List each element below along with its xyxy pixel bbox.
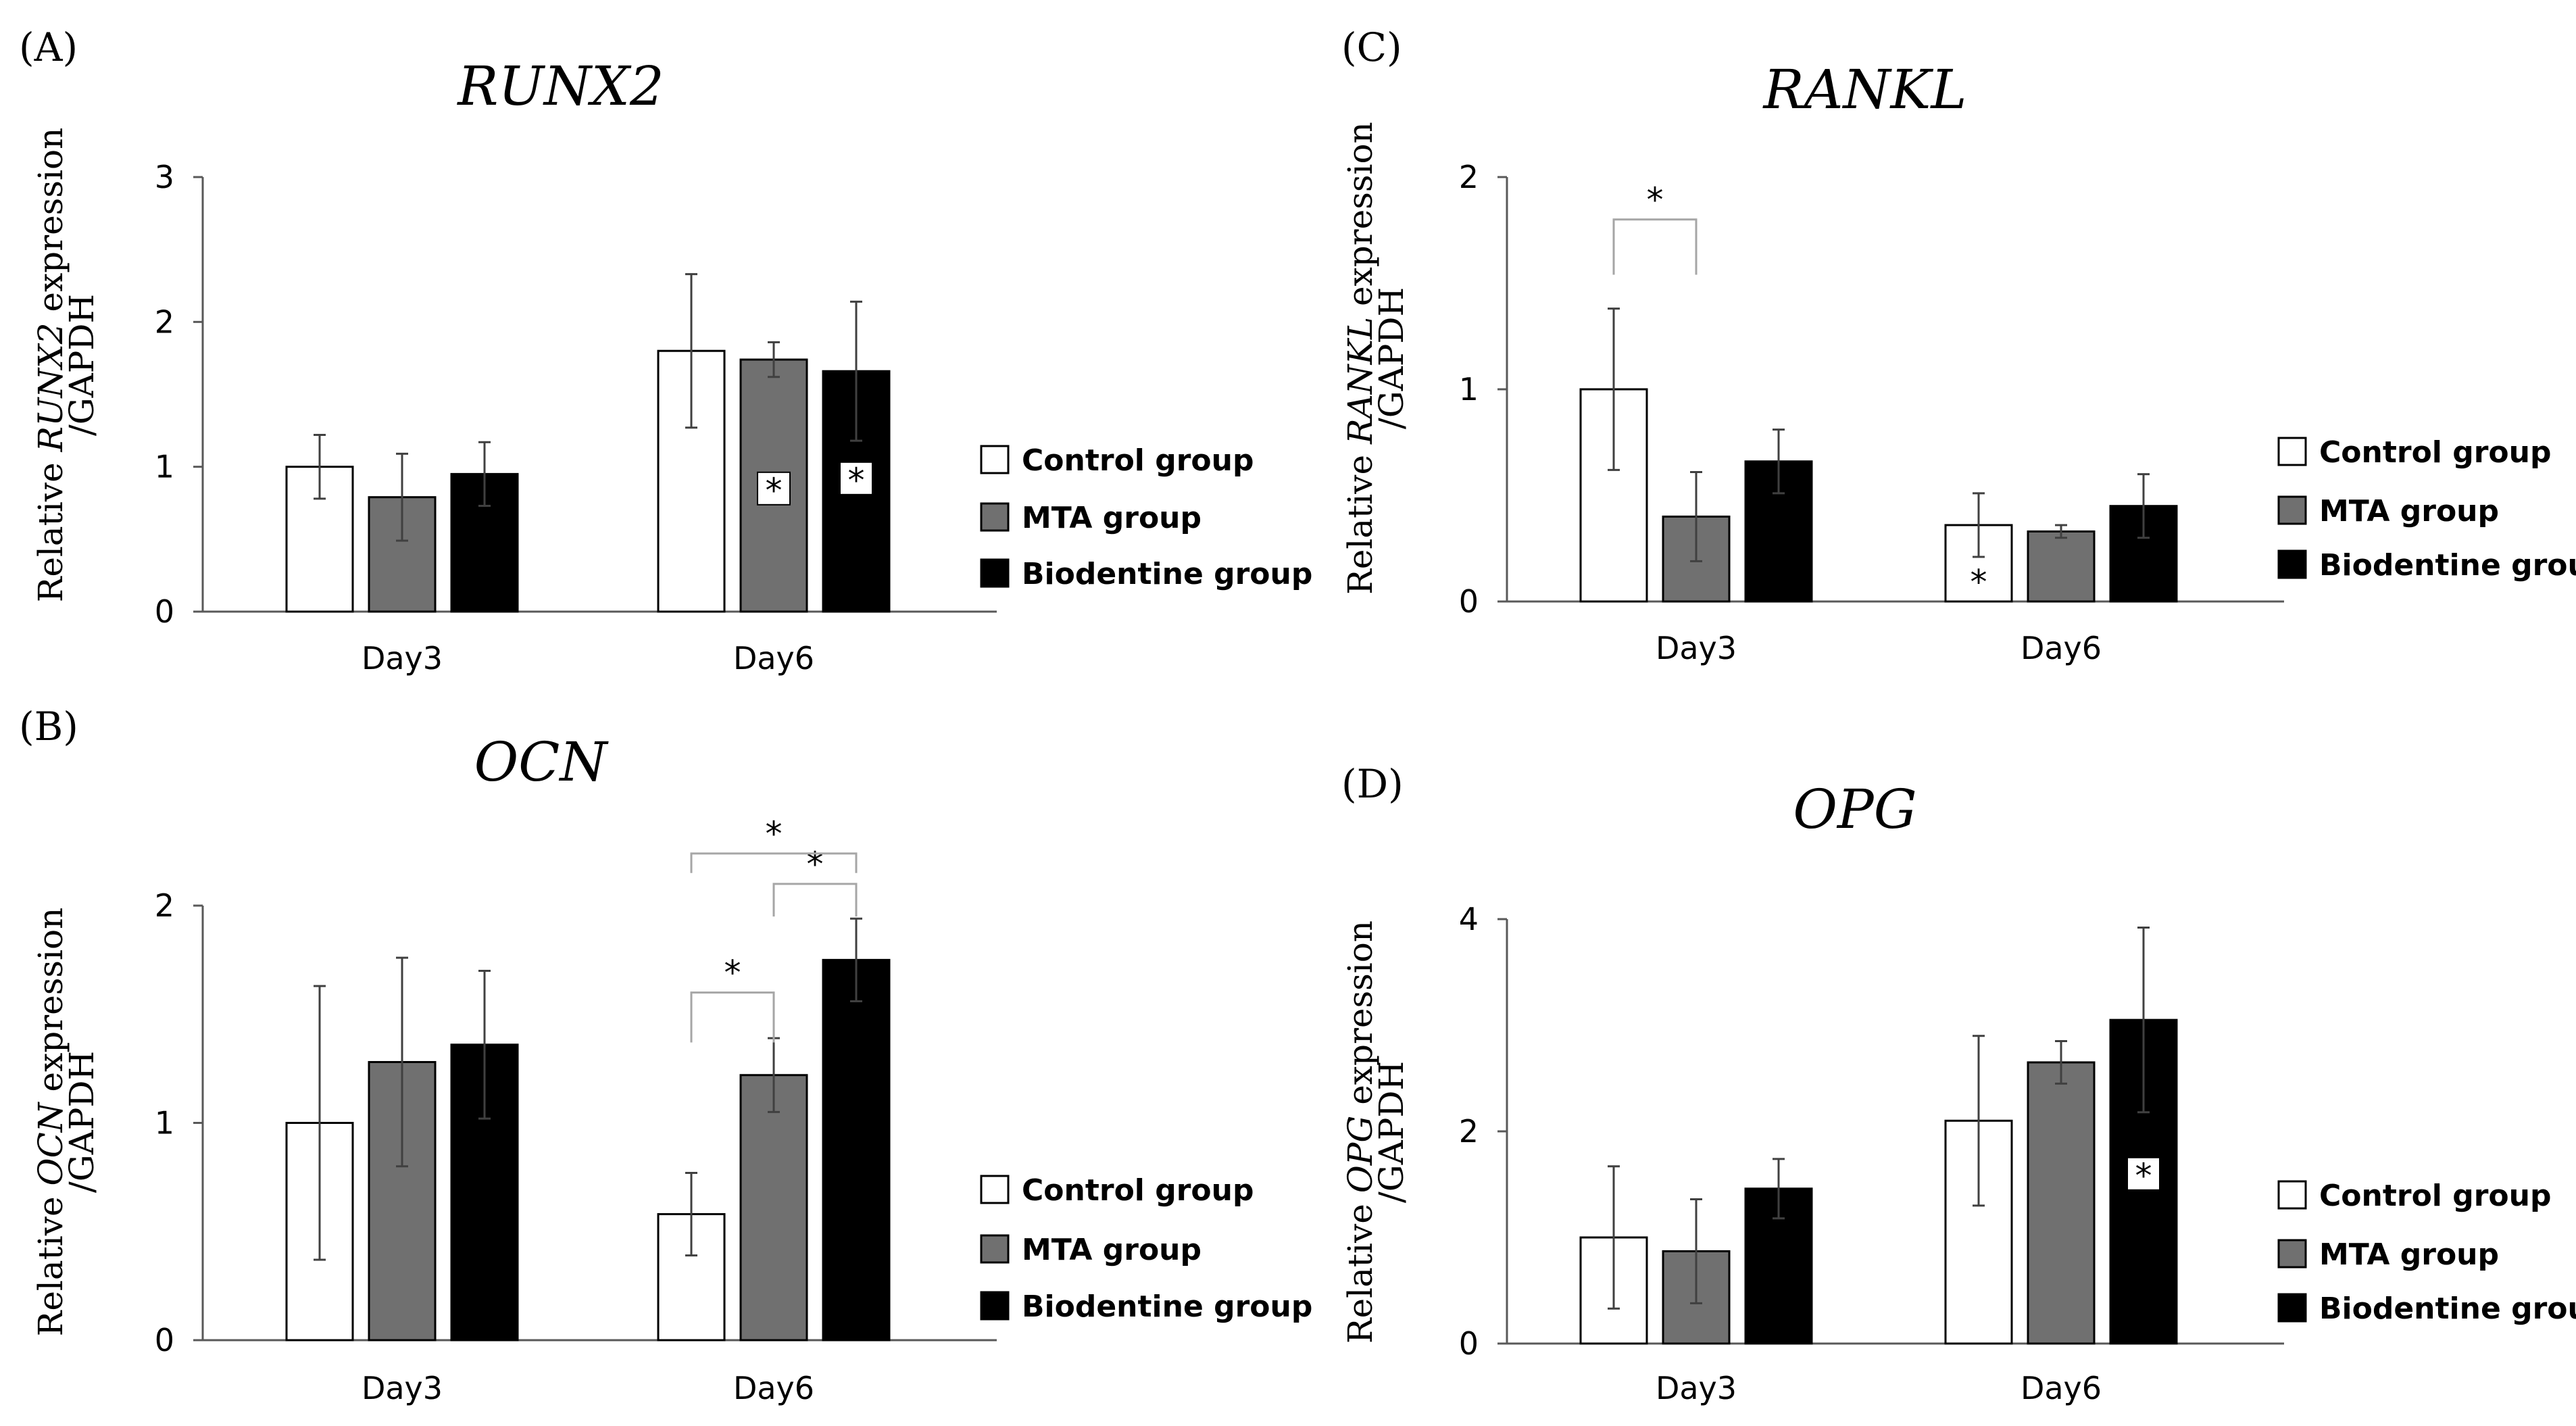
- significance-star: *: [807, 845, 824, 884]
- significance-star: *: [766, 814, 783, 854]
- legend-swatch: [980, 1234, 1010, 1264]
- x-category-label: Day6: [2021, 1370, 2102, 1406]
- x-category-label: Day6: [2021, 630, 2102, 666]
- y-axis-label: Relative RANKL expression: [1341, 122, 1380, 595]
- y-tick-label: 3: [155, 159, 174, 195]
- legend-label: MTA group: [1022, 501, 1202, 535]
- legend-label: Biodentine group: [2319, 548, 2576, 583]
- y-axis-label-gene: RANKL: [1341, 317, 1380, 445]
- legend-label: MTA group: [2319, 494, 2499, 528]
- x-category-label: Day6: [733, 1370, 814, 1406]
- x-category-label: Day3: [1656, 1370, 1737, 1406]
- legend-swatch: [2277, 495, 2307, 525]
- bar: [822, 958, 891, 1342]
- y-axis-label-part: Relative: [31, 1185, 70, 1336]
- bar: [739, 1074, 808, 1342]
- significance-star: *: [1971, 563, 1987, 602]
- y-axis-label: Relative OCN expression: [31, 908, 70, 1337]
- y-axis-label-part: Relative: [1341, 444, 1380, 595]
- y-axis-label: Relative OPG expression: [1341, 920, 1380, 1344]
- significance-bracket: [690, 991, 775, 1043]
- y-axis-label: Relative RUNX2 expression: [31, 128, 70, 603]
- significance-star: *: [724, 954, 741, 993]
- legend-label: Control group: [2319, 435, 2551, 470]
- legend-label: Biodentine group: [1022, 1289, 1312, 1324]
- y-axis-label-gene: RUNX2: [31, 322, 70, 452]
- y-axis-label-part: expression: [1341, 920, 1380, 1116]
- y-tick-label: 0: [1459, 583, 1479, 620]
- significance-star: *: [848, 461, 865, 500]
- y-tick-label: 2: [155, 887, 174, 924]
- x-category-label: Day3: [362, 1370, 443, 1406]
- legend-swatch: [980, 445, 1010, 474]
- y-axis-label-line2: /GAPDH: [1372, 287, 1411, 429]
- significance-box: [2127, 1156, 2160, 1191]
- panel-letter: (D): [1341, 761, 1404, 807]
- y-tick-label: 1: [155, 449, 174, 485]
- significance-bracket: [772, 883, 858, 917]
- legend-swatch: [980, 1175, 1010, 1204]
- y-axis-label-part: Relative: [31, 451, 70, 602]
- y-tick-label: 0: [155, 593, 174, 630]
- panel-letter: (A): [19, 24, 78, 70]
- legend-label: Biodentine group: [1022, 557, 1312, 591]
- legend-label: MTA group: [1022, 1233, 1202, 1267]
- chart-title: RUNX2: [456, 55, 664, 118]
- bar: [2027, 1061, 2096, 1345]
- x-category-label: Day3: [1656, 630, 1737, 666]
- y-tick-label: 2: [1459, 159, 1479, 195]
- y-axis-label-part: expression: [1341, 122, 1380, 317]
- significance-box: [757, 471, 791, 506]
- significance-box: [839, 461, 873, 495]
- legend-swatch: [980, 558, 1010, 588]
- significance-bracket: [690, 852, 858, 873]
- y-tick-label: 4: [1459, 901, 1479, 937]
- legend-label: MTA group: [2319, 1237, 2499, 1272]
- chart-title: RANKL: [1762, 58, 1967, 121]
- y-axis-label-gene: OPG: [1341, 1116, 1380, 1194]
- y-tick-label: 1: [155, 1105, 174, 1141]
- chart-title: OCN: [474, 731, 610, 793]
- y-tick-label: 2: [155, 303, 174, 340]
- y-tick-label: 0: [1459, 1325, 1479, 1362]
- legend-swatch: [980, 1291, 1010, 1321]
- y-axis-label-part: expression: [31, 908, 70, 1103]
- panel-letter: (C): [1341, 24, 1402, 70]
- legend-label: Control group: [2319, 1179, 2551, 1213]
- significance-star: *: [1647, 180, 1664, 220]
- y-axis-label-line2: /GAPDH: [1372, 1061, 1411, 1203]
- significance-star: *: [766, 471, 783, 510]
- y-axis-label-part: expression: [31, 128, 70, 323]
- legend-swatch: [2277, 1239, 2307, 1269]
- legend-swatch: [2277, 1293, 2307, 1323]
- y-axis-label-line2: /GAPDH: [62, 294, 101, 436]
- y-axis-label-line2: /GAPDH: [62, 1051, 101, 1193]
- legend-label: Control group: [1022, 1173, 1254, 1208]
- legend-swatch: [2277, 1180, 2307, 1210]
- legend-swatch: [2277, 549, 2307, 579]
- chart-title: OPG: [1793, 778, 1916, 841]
- y-tick-label: 0: [155, 1322, 174, 1358]
- significance-star: *: [2135, 1156, 2152, 1196]
- y-axis-label-gene: OCN: [31, 1101, 70, 1185]
- legend-swatch: [980, 502, 1010, 532]
- y-tick-label: 1: [1459, 371, 1479, 408]
- legend-label: Control group: [1022, 443, 1254, 478]
- panel-letter: (B): [19, 704, 78, 749]
- legend-swatch: [2277, 437, 2307, 466]
- significance-bracket: [1612, 218, 1698, 275]
- x-category-label: Day6: [733, 640, 814, 677]
- x-category-label: Day3: [362, 640, 443, 677]
- bar: [2027, 530, 2096, 603]
- y-axis-label-part: Relative: [1341, 1193, 1380, 1344]
- legend-label: Biodentine group: [2319, 1292, 2576, 1326]
- bar: [450, 1043, 519, 1342]
- y-tick-label: 2: [1459, 1113, 1479, 1150]
